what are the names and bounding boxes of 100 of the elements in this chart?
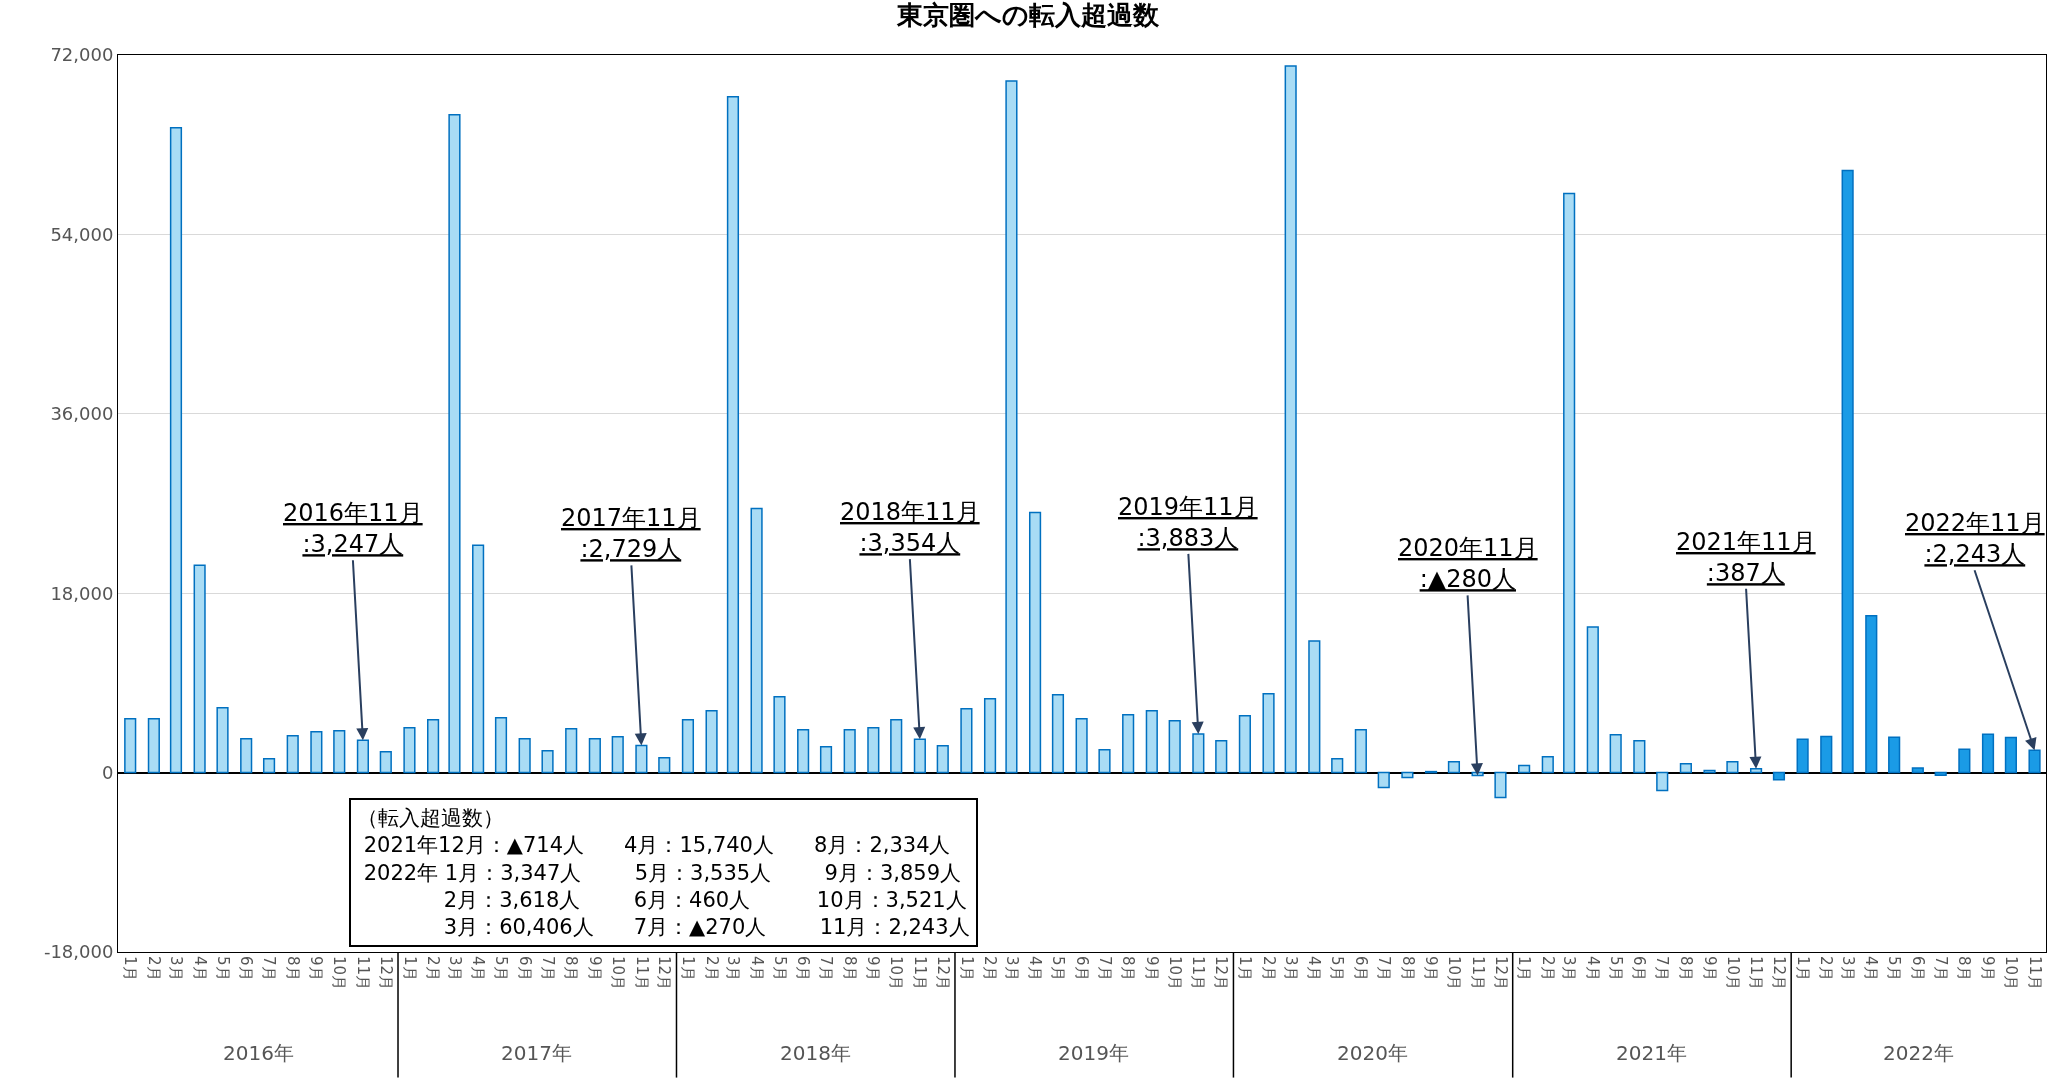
annotation: 2018年11月 :3,354人 bbox=[840, 498, 980, 558]
x-tick-label: 10月 bbox=[608, 956, 627, 991]
y-tick-label: 18,000 bbox=[50, 582, 114, 604]
bar bbox=[2004, 736, 2017, 774]
bar bbox=[1401, 771, 1414, 779]
x-tick-label: 9月 bbox=[1142, 956, 1161, 981]
x-tick-label: 9月 bbox=[864, 956, 883, 981]
x-tick-label: 5月 bbox=[1328, 956, 1347, 981]
x-tick-label: 12月 bbox=[933, 956, 952, 991]
x-tick-label: 7月 bbox=[538, 956, 557, 981]
x-tick-label: 11月 bbox=[1468, 956, 1487, 991]
text: 2018年 bbox=[780, 1041, 851, 1065]
annotation: 2019年11月 :3,883人 bbox=[1118, 493, 1258, 553]
bar bbox=[262, 757, 276, 774]
x-tick-label: 3月 bbox=[1838, 956, 1857, 981]
bar bbox=[1075, 718, 1088, 774]
bar bbox=[588, 737, 601, 774]
bar bbox=[1865, 614, 1878, 774]
x-tick-label: 2月 bbox=[1817, 956, 1836, 981]
bar bbox=[541, 749, 554, 774]
x-tick-label: 9月 bbox=[1700, 956, 1719, 981]
x-tick-label: 12月 bbox=[1491, 956, 1510, 991]
bar bbox=[1981, 733, 1995, 774]
x-tick-label: 11月 bbox=[2025, 956, 2044, 991]
bar bbox=[983, 698, 997, 774]
x-tick-label: 5月 bbox=[1049, 956, 1068, 981]
x-tick-label: 3月 bbox=[167, 956, 186, 981]
x-tick-label: 12月 bbox=[1770, 956, 1789, 991]
x-tick-label: 2月 bbox=[1538, 956, 1557, 981]
bar bbox=[1447, 760, 1461, 774]
x-tick-label: 2月 bbox=[1259, 956, 1278, 981]
x-tick-label: 6月 bbox=[1630, 956, 1649, 981]
x-tick-label: 3月 bbox=[1560, 956, 1579, 981]
bar bbox=[169, 127, 183, 774]
x-tick-label: 4月 bbox=[1026, 956, 1045, 981]
x-tick-label: 5月 bbox=[1606, 956, 1625, 981]
x-tick-label: 6月 bbox=[1072, 956, 1091, 981]
y-tick-label: 0 bbox=[101, 761, 114, 783]
x-tick-label: 10月 bbox=[1723, 956, 1742, 991]
bar bbox=[147, 718, 160, 774]
bar bbox=[843, 728, 856, 774]
x-tick-label: 11月 bbox=[1189, 956, 1208, 991]
bar bbox=[1726, 760, 1739, 774]
bar bbox=[773, 696, 786, 774]
x-tick-label: 10月 bbox=[887, 956, 906, 991]
x-tick-label: 2月 bbox=[981, 956, 1000, 981]
y-tick-label: 36,000 bbox=[50, 403, 114, 425]
bar bbox=[1308, 640, 1321, 774]
x-tick-label: 6月 bbox=[1908, 956, 1927, 981]
text: 2016年 bbox=[223, 1041, 294, 1065]
bar bbox=[658, 756, 671, 774]
x-tick-label: 12月 bbox=[376, 956, 395, 991]
bar bbox=[1796, 738, 1809, 774]
x-tick-label: 8月 bbox=[1955, 956, 1974, 981]
x-tick-label: 9月 bbox=[1979, 956, 1998, 981]
bar bbox=[681, 719, 695, 774]
x-tick-label: 7月 bbox=[1653, 956, 1672, 981]
x-tick-label: 6月 bbox=[237, 956, 256, 981]
x-tick-label: 1月 bbox=[679, 956, 698, 981]
text: 2019年 bbox=[1058, 1041, 1129, 1065]
bar bbox=[750, 507, 763, 774]
bar bbox=[1772, 771, 1786, 781]
x-tick-label: 1月 bbox=[1515, 956, 1534, 981]
bar bbox=[1518, 764, 1531, 774]
x-tick-label: 7月 bbox=[1095, 956, 1114, 981]
bar bbox=[890, 719, 903, 774]
x-tick-label: 10月 bbox=[330, 956, 349, 991]
bar bbox=[216, 707, 229, 774]
text: 2022年 bbox=[1883, 1041, 1954, 1065]
x-tick-label: 3月 bbox=[724, 956, 743, 981]
bar bbox=[333, 729, 346, 774]
x-tick-label: 1月 bbox=[1236, 956, 1255, 981]
bar bbox=[867, 727, 880, 774]
annotation: （転入超過数） 2021年12月：▲714人 4月：15,740人 8月：2,334人 2022年 1月：3,347人 5月：3,535人 9月：3,859人 2月：3,618人 6月：460人 10月：3,521人 3月：60,406人 7月：▲270人 11月：2,243人 bbox=[357, 806, 970, 940]
bar bbox=[1168, 720, 1181, 774]
x-tick-label: 7月 bbox=[260, 956, 279, 981]
x-tick-label: 10月 bbox=[2002, 956, 2021, 991]
bar bbox=[518, 737, 531, 774]
bar bbox=[1934, 771, 1947, 777]
y-tick-label: 72,000 bbox=[50, 44, 114, 66]
x-tick-label: 2月 bbox=[702, 956, 721, 981]
y-tick-label: 54,000 bbox=[50, 223, 114, 245]
x-tick-label: 8月 bbox=[1119, 956, 1138, 981]
x-tick-label: 5月 bbox=[213, 956, 232, 981]
text: 2021年 bbox=[1616, 1041, 1687, 1065]
annotation: 2016年11月 :3,247人 bbox=[283, 499, 423, 559]
bar bbox=[1005, 80, 1018, 774]
x-tick-label: 5月 bbox=[492, 956, 511, 981]
bar bbox=[819, 745, 833, 774]
text: 2017年 bbox=[501, 1041, 572, 1065]
bar bbox=[1679, 762, 1692, 774]
x-tick-label: 1月 bbox=[121, 956, 140, 981]
bar bbox=[379, 750, 392, 774]
x-tick-label: 8月 bbox=[283, 956, 302, 981]
bar bbox=[960, 708, 973, 774]
bar bbox=[1098, 748, 1111, 774]
x-tick-label: 8月 bbox=[840, 956, 859, 981]
text: 2020年 bbox=[1337, 1041, 1408, 1065]
x-tick-label: 4月 bbox=[469, 956, 488, 981]
x-tick-label: 11月 bbox=[910, 956, 929, 991]
